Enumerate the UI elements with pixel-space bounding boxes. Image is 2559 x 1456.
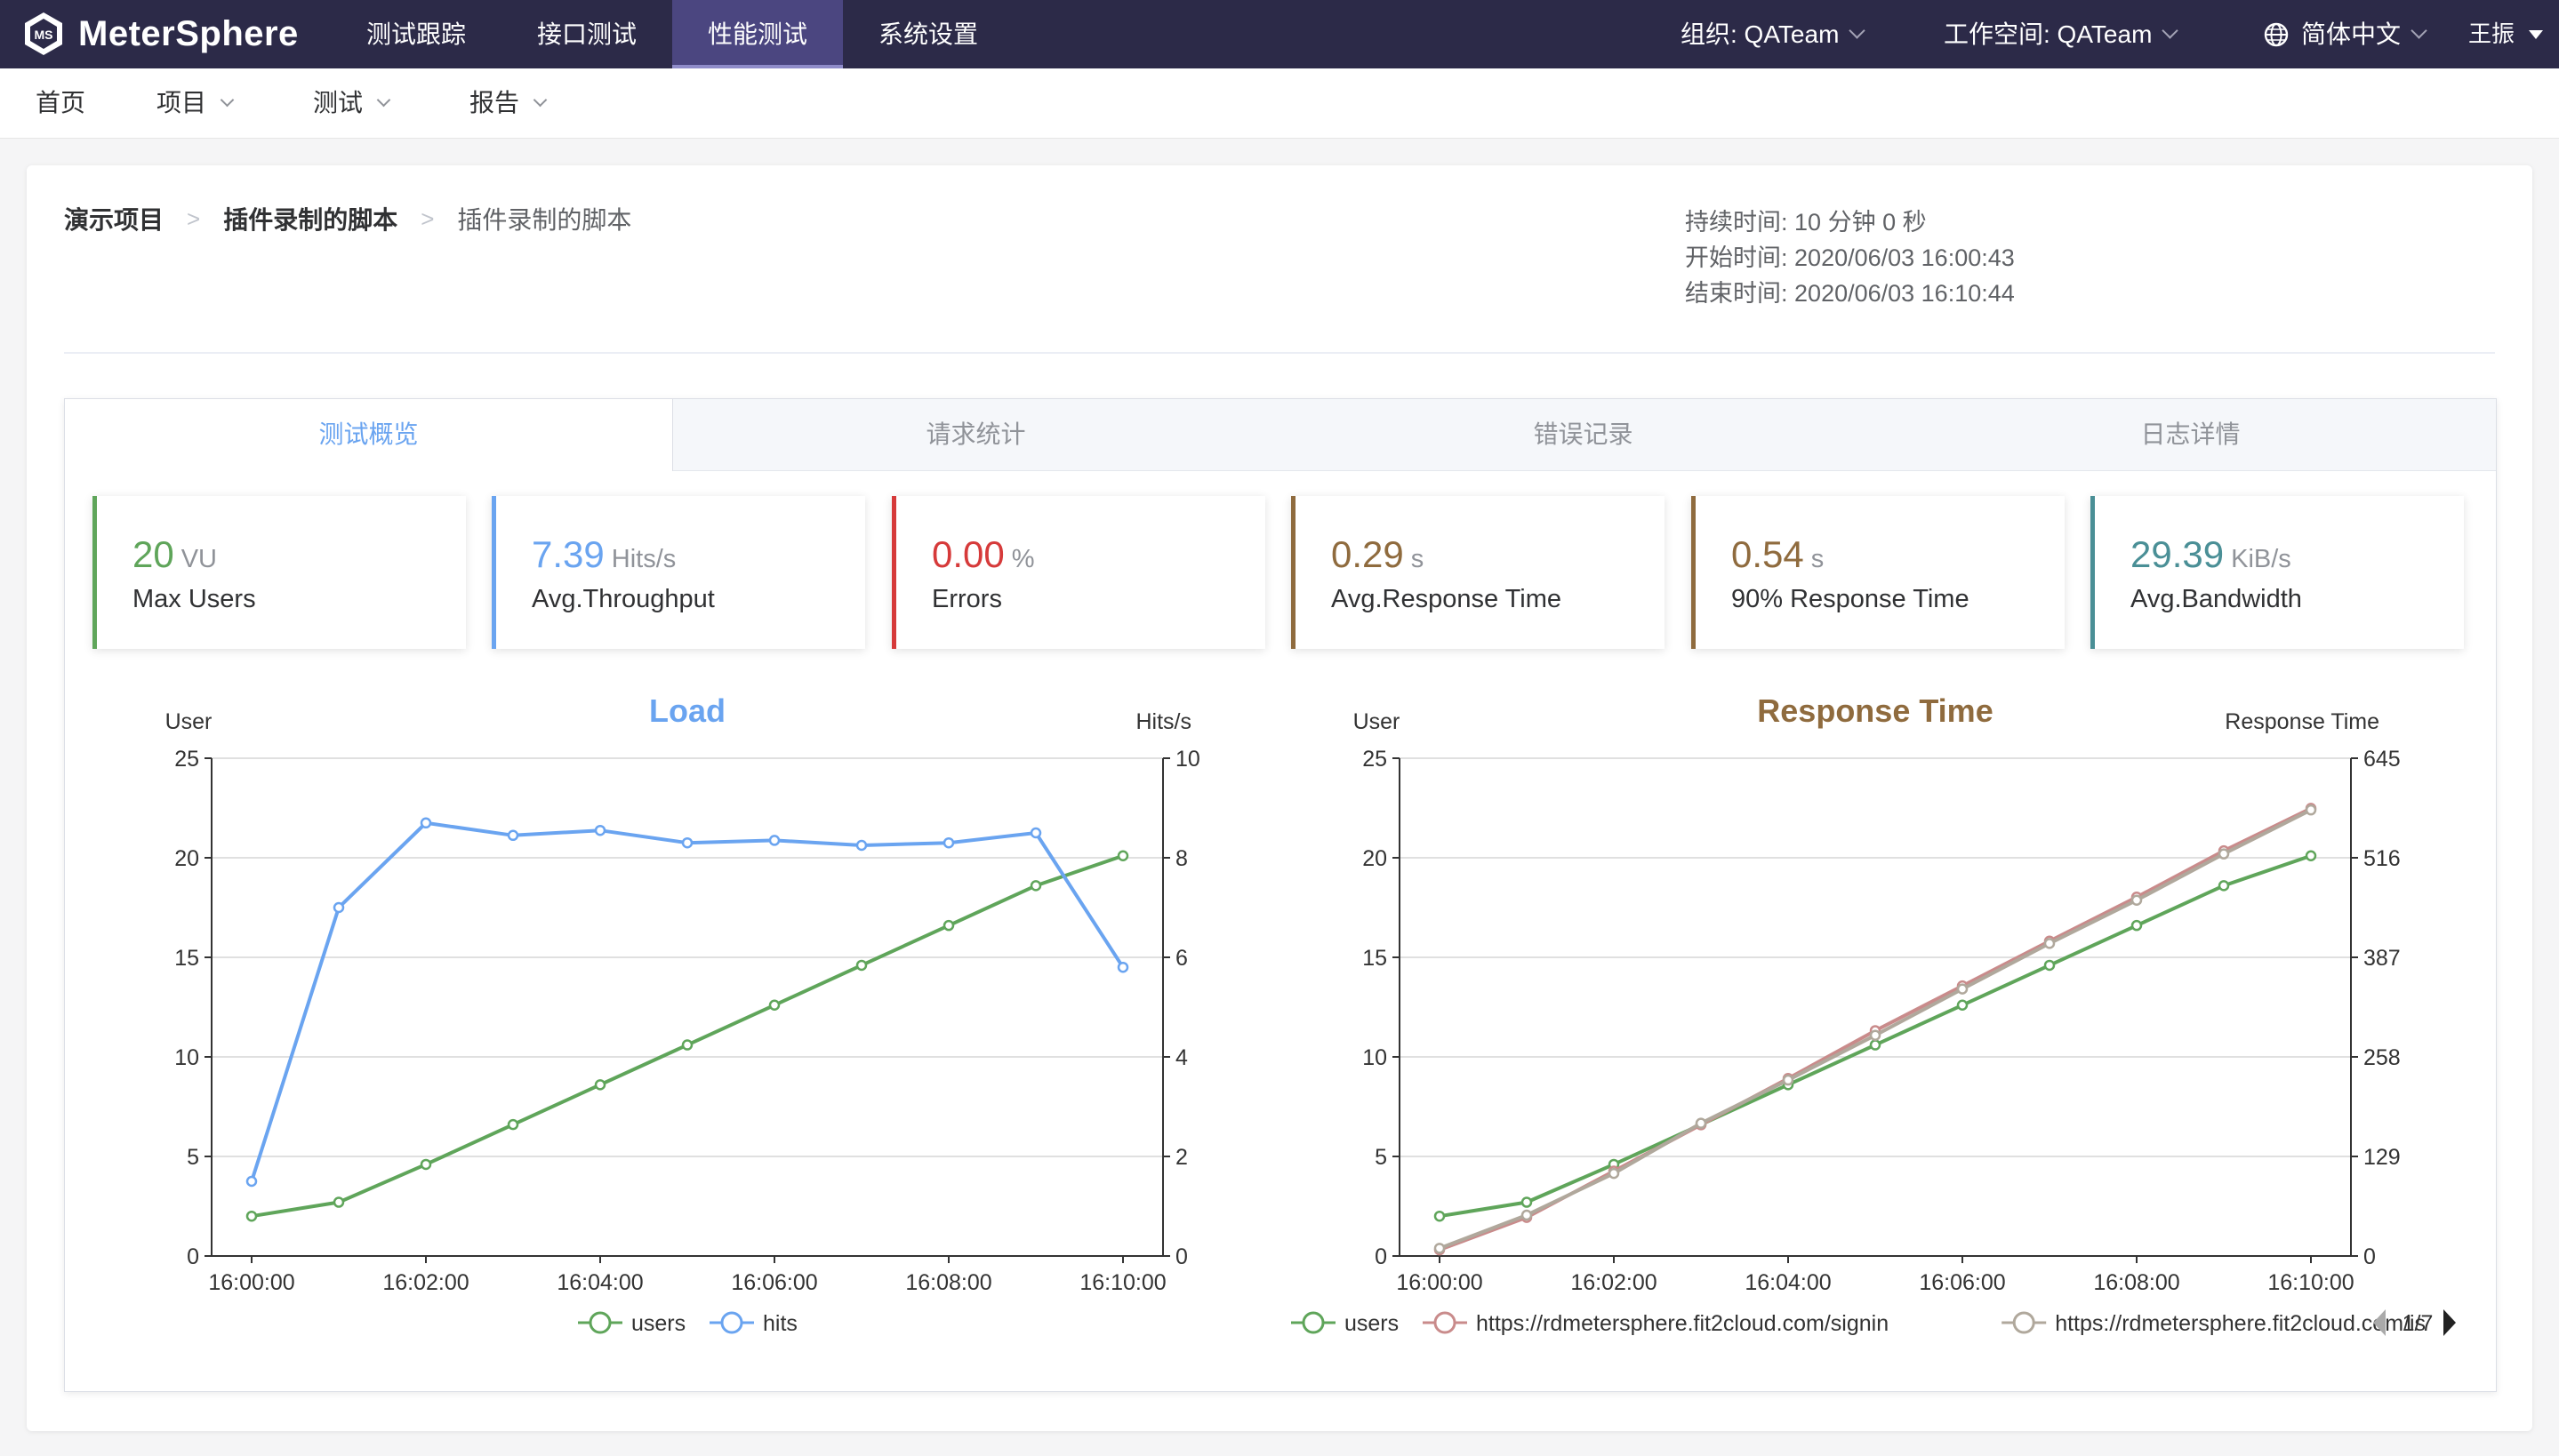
org-selector[interactable]: 组织: QATeam: [1681, 0, 1866, 68]
chevron-down-icon: [2411, 22, 2427, 39]
metric-value: 29.39 KiB/s: [2130, 533, 2291, 576]
tab-overview[interactable]: 测试概览: [65, 399, 673, 471]
metric-label: 90% Response Time: [1731, 585, 1969, 613]
breadcrumb-project[interactable]: 演示项目: [64, 206, 164, 234]
nav-performance-test[interactable]: 性能测试: [672, 0, 843, 68]
end-time-row: 结束时间: 2020/06/03 16:10:44: [1685, 276, 2015, 311]
subnav-home[interactable]: 首页: [36, 68, 85, 138]
metric-number: 7.39: [532, 533, 605, 575]
duration-row: 持续时间: 10 分钟 0 秒: [1685, 204, 2015, 240]
metric-card: 20 VU Max Users: [92, 496, 466, 649]
metric-number: 0.00: [932, 533, 1005, 575]
metric-value: 7.39 Hits/s: [532, 533, 676, 576]
metric-card: 0.00% Errors: [892, 496, 1265, 649]
breadcrumb-current: 插件录制的脚本: [457, 206, 632, 234]
chevron-down-icon: [220, 92, 235, 107]
workspace-selector[interactable]: 工作空间: QATeam: [1944, 0, 2179, 68]
metric-value: 0.29 s: [1331, 533, 1424, 576]
chevron-down-icon: [2162, 22, 2179, 39]
metric-card: 0.29 s Avg.Response Time: [1291, 496, 1665, 649]
subnav-report-label: 报告: [469, 89, 520, 116]
workspace-label: 工作空间: QATeam: [1944, 20, 2153, 48]
metric-value: 0.54 s: [1731, 533, 1824, 576]
metric-card: 7.39 Hits/s Avg.Throughput: [492, 496, 865, 649]
chevron-down-icon: [533, 92, 548, 107]
duration-value: 10 分钟 0 秒: [1794, 209, 1927, 236]
end-label: 结束时间:: [1685, 280, 1788, 307]
report-times: 持续时间: 10 分钟 0 秒 开始时间: 2020/06/03 16:00:4…: [1685, 204, 2015, 311]
start-label: 开始时间:: [1685, 244, 1788, 271]
subnav-test-label: 测试: [313, 89, 364, 116]
start-time-row: 开始时间: 2020/06/03 16:00:43: [1685, 240, 2015, 276]
nav-test-tracking[interactable]: 测试跟踪: [365, 20, 466, 48]
subnav-test[interactable]: 测试: [313, 68, 391, 138]
tab-request-stats[interactable]: 请求统计: [926, 420, 1026, 448]
metric-label: Avg.Throughput: [532, 585, 715, 613]
subnav-project-label: 项目: [156, 89, 207, 116]
duration-label: 持续时间:: [1685, 209, 1788, 236]
breadcrumb: 演示项目 > 插件录制的脚本 > 插件录制的脚本: [64, 201, 631, 236]
user-menu[interactable]: 王振: [2468, 0, 2544, 68]
svg-text:MS: MS: [35, 28, 53, 42]
brand-name: MeterSphere: [78, 13, 299, 53]
subnav-project[interactable]: 项目: [156, 68, 235, 138]
metric-unit: KiB/s: [2231, 545, 2291, 573]
metric-label: Avg.Response Time: [1331, 585, 1561, 613]
nav-system-settings[interactable]: 系统设置: [878, 20, 978, 48]
metric-value: 20 VU: [132, 533, 217, 576]
tab-error-log[interactable]: 错误记录: [1533, 420, 1633, 448]
metric-value: 0.00%: [932, 533, 1035, 576]
globe-icon: [2264, 22, 2289, 46]
tabs-header: 测试概览 请求统计 错误记录 日志详情: [65, 399, 2496, 471]
org-label: 组织: QATeam: [1681, 20, 1840, 48]
metric-label: Avg.Bandwidth: [2130, 585, 2302, 613]
end-value: 2020/06/03 16:10:44: [1794, 280, 2015, 307]
metric-unit: %: [1011, 545, 1035, 573]
metric-card: 0.54 s 90% Response Time: [1691, 496, 2065, 649]
metric-number: 0.29: [1331, 533, 1404, 575]
metric-unit: s: [1410, 545, 1424, 573]
metric-card: 29.39 KiB/s Avg.Bandwidth: [2090, 496, 2464, 649]
language-selector[interactable]: 简体中文: [2264, 0, 2427, 68]
metric-number: 20: [132, 533, 174, 575]
subnav-home-label: 首页: [36, 89, 86, 116]
top-header: MS MeterSphere 测试跟踪 接口测试 性能测试 系统设置 组织: Q…: [0, 0, 2559, 68]
chevron-down-icon: [1849, 22, 1866, 39]
metric-unit: s: [1810, 545, 1825, 573]
metric-number: 29.39: [2130, 533, 2225, 575]
metric-label: Errors: [932, 585, 1002, 613]
metersphere-logo-icon: MS: [25, 12, 62, 55]
brand-logo[interactable]: MS MeterSphere: [23, 5, 299, 62]
sub-navigation: 首页 项目 测试 报告: [0, 68, 2559, 139]
start-value: 2020/06/03 16:00:43: [1794, 244, 2015, 271]
metric-number: 0.54: [1731, 533, 1804, 575]
breadcrumb-separator: >: [187, 204, 201, 232]
chevron-down-icon: [376, 92, 391, 107]
breadcrumb-separator: >: [421, 204, 435, 232]
nav-api-test[interactable]: 接口测试: [536, 20, 637, 48]
metric-unit: VU: [180, 545, 218, 573]
metric-unit: Hits/s: [611, 545, 677, 573]
tab-log-details[interactable]: 日志详情: [2140, 420, 2241, 448]
subnav-report[interactable]: 报告: [469, 68, 548, 138]
breadcrumb-test[interactable]: 插件录制的脚本: [223, 206, 398, 234]
caret-down-icon: [2529, 29, 2544, 39]
header-divider: [64, 352, 2495, 354]
metric-label: Max Users: [132, 585, 256, 613]
user-name: 王振: [2468, 20, 2515, 47]
language-label: 简体中文: [2301, 20, 2402, 48]
